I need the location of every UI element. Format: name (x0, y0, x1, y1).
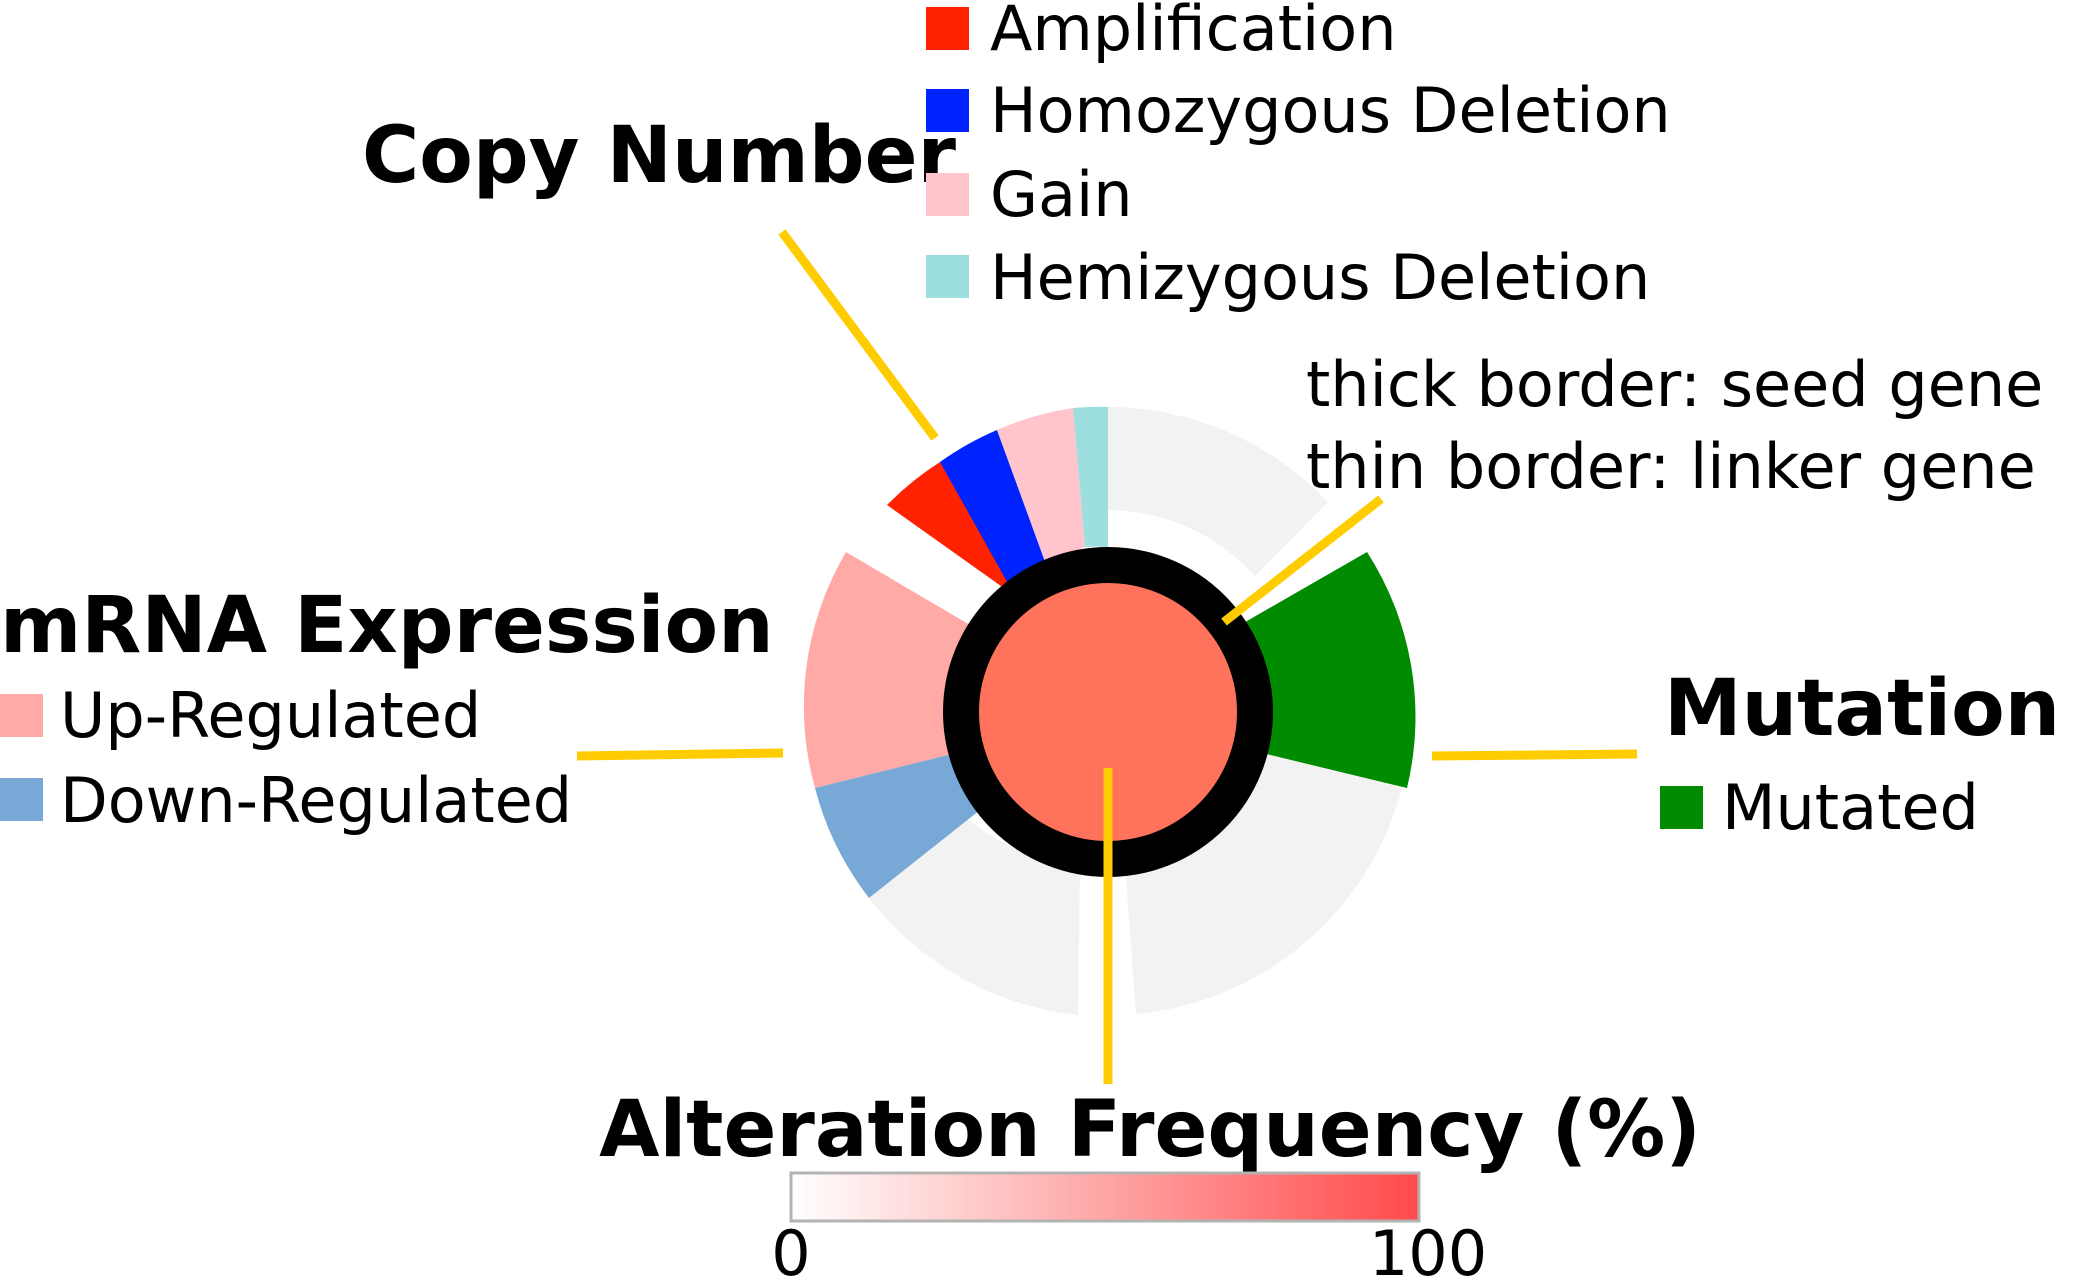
gain-sector (997, 408, 1085, 567)
frequency-legend: Alteration Frequency (%) 0 100 (599, 1085, 1701, 1278)
mutation-pointer (1431, 749, 1638, 761)
gain-swatch (926, 173, 969, 216)
amplification-swatch (926, 7, 969, 50)
up-regulated-swatch (0, 694, 43, 737)
hemizygous-deletion-sector (1073, 406, 1108, 547)
copy-number-background-slice (1108, 407, 1328, 576)
mrna-sectors (803, 552, 980, 898)
mrna-background-slice (869, 812, 1080, 1015)
amplification-sector (887, 462, 1015, 596)
down-regulated-label: Down-Regulated (60, 764, 572, 837)
ring-background (869, 407, 1402, 1015)
mutation-title: Mutation (1664, 664, 2060, 754)
copy-number-pointer (778, 229, 939, 441)
down-regulated-sector (815, 752, 980, 898)
frequency-gradient-bar (789, 1171, 1421, 1223)
frequency-max-label: 100 (1369, 1217, 1487, 1278)
down-regulated-swatch (0, 778, 43, 821)
mrna-pointer (576, 748, 784, 761)
gain-label: Gain (990, 158, 1133, 231)
hemizygous-deletion-label: Hemizygous Deletion (990, 241, 1650, 314)
frequency-min-label: 0 (771, 1217, 810, 1278)
mutated-label: Mutated (1722, 771, 1979, 844)
frequency-title: Alteration Frequency (%) (599, 1085, 1701, 1175)
hemizygous-deletion-swatch (926, 255, 969, 298)
copy-number-sectors (887, 406, 1108, 596)
homozygous-deletion-swatch (926, 89, 969, 132)
mrna-legend: mRNA Expression Up-Regulated Down-Regula… (0, 581, 774, 837)
up-regulated-sector (803, 552, 970, 788)
homozygous-deletion-sector (940, 430, 1047, 596)
seed-border-note: thick border: seed gene (1306, 348, 2043, 421)
copy-number-title: Copy Number (362, 111, 956, 201)
mrna-title: mRNA Expression (0, 581, 774, 671)
border-note: thick border: seed gene thin border: lin… (1306, 348, 2043, 503)
mutated-sector (1240, 552, 1416, 788)
mutation-legend: Mutation Mutated (1660, 664, 2060, 844)
border-note-pointer (1221, 495, 1384, 626)
copy-number-legend: Copy Number Amplification Homozygous Del… (362, 0, 1671, 314)
pointer-lines (576, 229, 1638, 1084)
up-regulated-label: Up-Regulated (60, 679, 481, 752)
mutation-background-slice (1125, 746, 1402, 1014)
linker-border-note: thin border: linker gene (1306, 430, 2036, 503)
homozygous-deletion-label: Homozygous Deletion (990, 74, 1671, 147)
mutated-swatch (1660, 786, 1703, 829)
amplification-label: Amplification (990, 0, 1397, 65)
